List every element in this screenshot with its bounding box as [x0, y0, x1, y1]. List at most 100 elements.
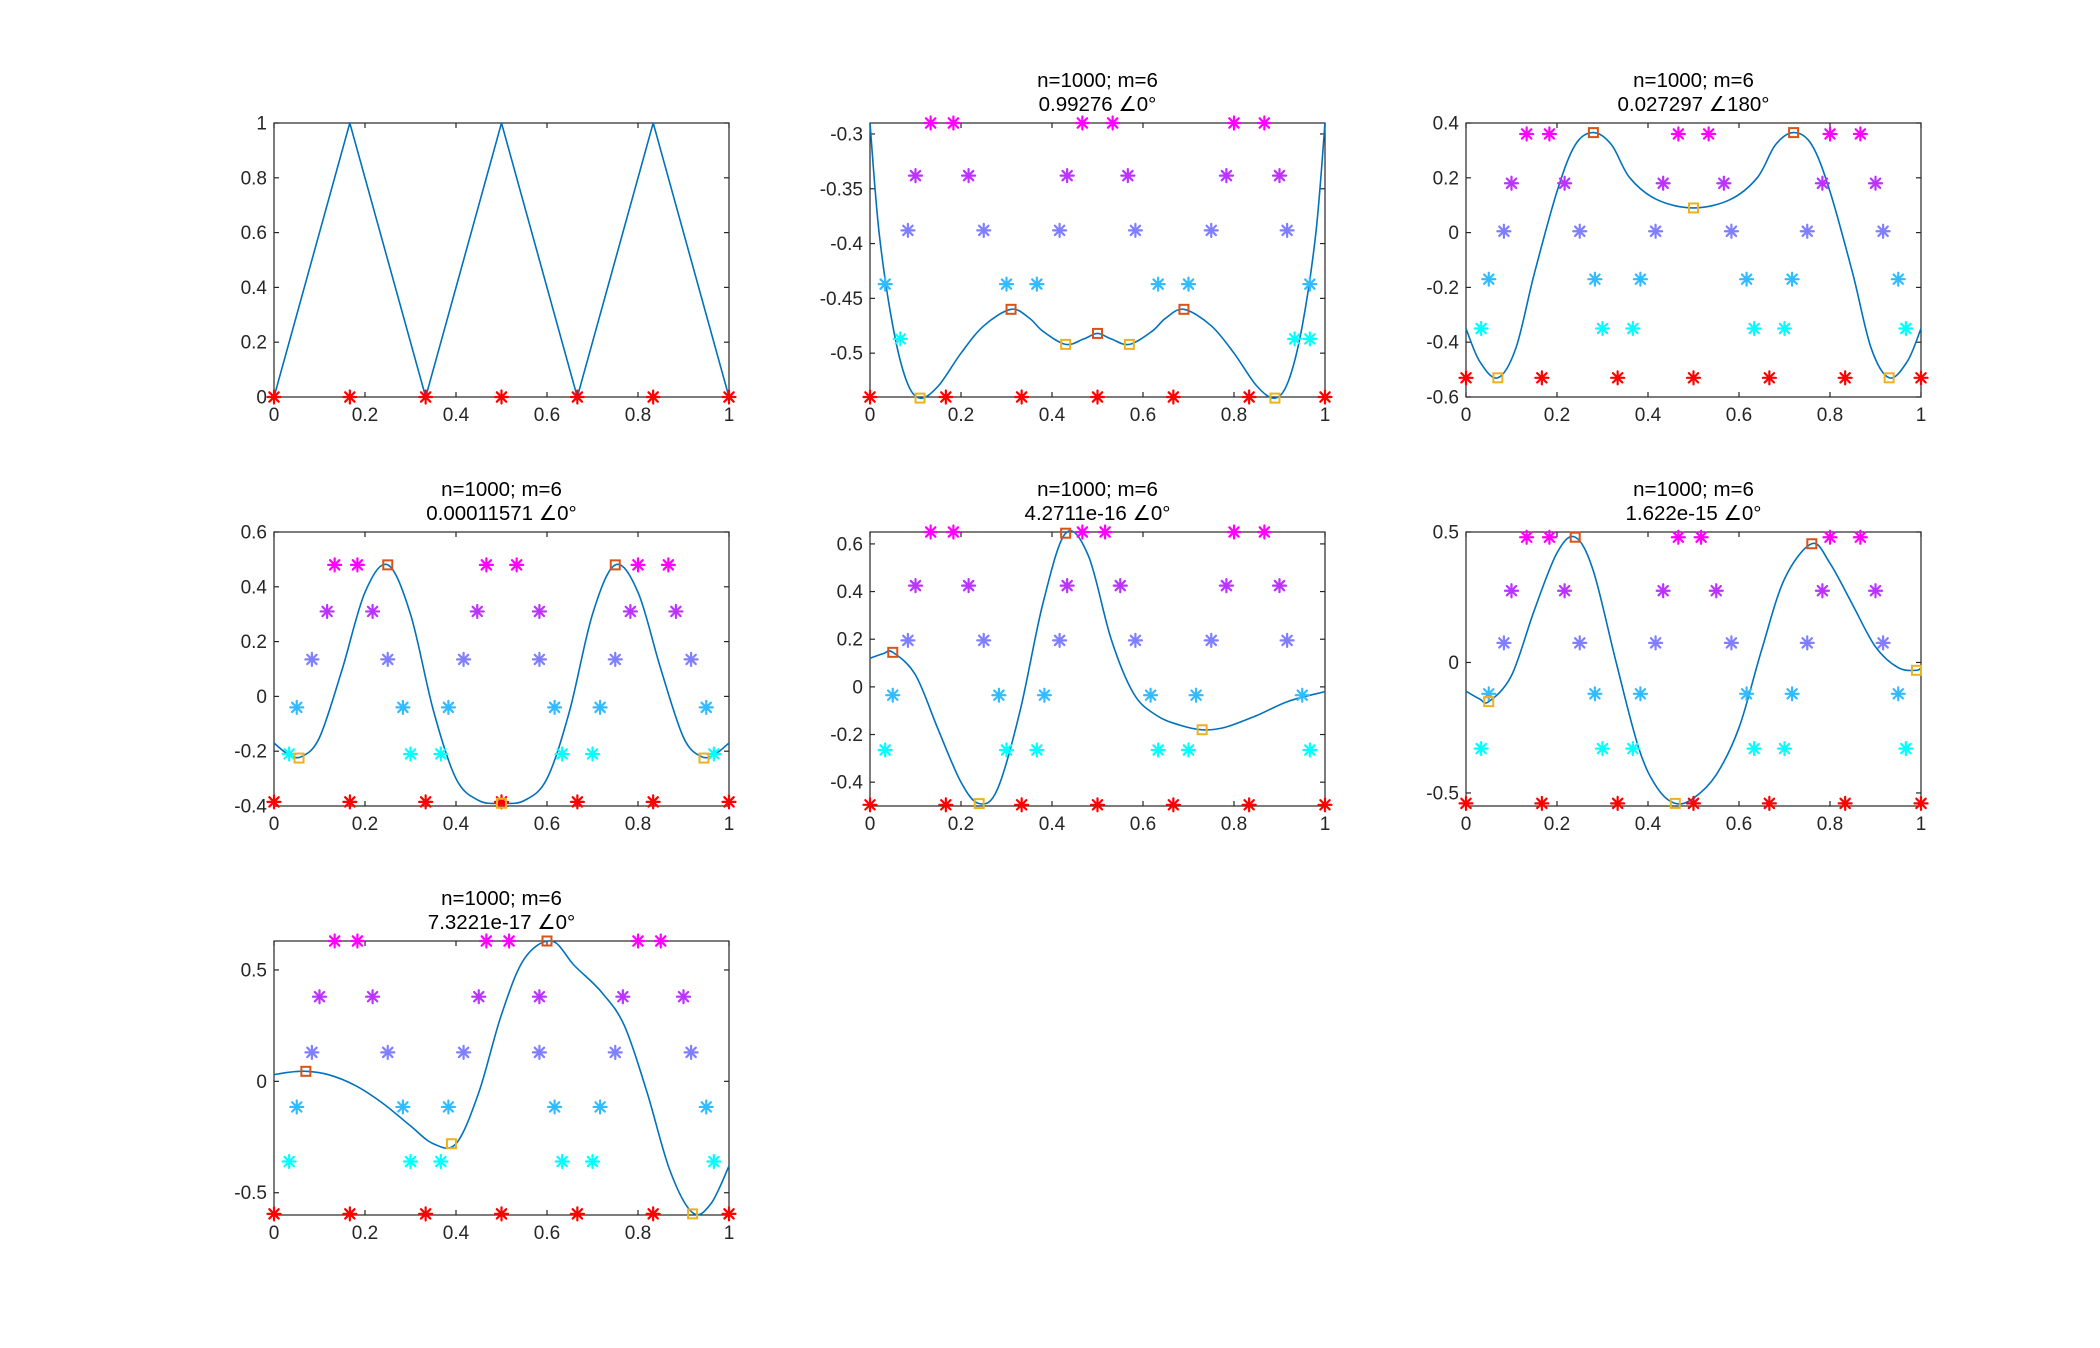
- x-tick-label: 1: [724, 814, 735, 835]
- y-tick-label: 0.6: [241, 523, 267, 544]
- subplot-title: 7.3221e-17 ∠0°: [428, 911, 575, 934]
- y-tick-label: 0.2: [241, 632, 267, 653]
- x-tick-label: 0.6: [1726, 814, 1752, 835]
- x-tick-label: 1: [1916, 405, 1927, 426]
- subplot-title: 4.2711e-16 ∠0°: [1025, 502, 1171, 525]
- subplot-title: n=1000; m=6: [1037, 478, 1158, 501]
- star-marker: [1036, 687, 1053, 703]
- star-marker: [1746, 740, 1762, 757]
- min-marker: [914, 392, 926, 404]
- star-marker: [1317, 797, 1333, 813]
- star-marker: [1822, 126, 1838, 142]
- axes-box: [1465, 122, 1922, 398]
- star-marker: [1473, 740, 1489, 757]
- x-tick-label: 0.2: [948, 405, 974, 426]
- star-marker: [1302, 742, 1318, 758]
- star-marker: [1738, 271, 1755, 287]
- star-marker: [1784, 271, 1800, 287]
- star-marker: [418, 389, 434, 405]
- star-marker: [698, 1099, 714, 1115]
- star-marker: [1051, 222, 1068, 239]
- x-tick-label: 0.2: [352, 405, 378, 426]
- axes-box: [869, 531, 1326, 807]
- star-marker: [1852, 126, 1868, 142]
- star-marker: [1541, 126, 1558, 142]
- star-marker: [1519, 529, 1535, 545]
- star-marker: [1180, 742, 1197, 758]
- star-marker: [327, 557, 343, 573]
- star-marker: [1188, 687, 1204, 703]
- star-marker: [1241, 797, 1257, 813]
- star-marker: [1496, 223, 1512, 239]
- star-marker: [1271, 578, 1288, 594]
- star-marker: [675, 989, 692, 1005]
- y-tick-label: 0: [256, 1072, 267, 1093]
- star-marker: [885, 687, 901, 703]
- star-marker: [1534, 795, 1550, 811]
- star-marker: [342, 1206, 358, 1222]
- star-marker: [1059, 168, 1075, 184]
- subplot-3: 0 0.2 0.4 0.6 0.8 1 -0.6 -0.4 -0.2 0 0.2 0.4 n=1000;…: [1426, 69, 1929, 426]
- star-marker: [433, 746, 449, 762]
- star-marker: [1625, 740, 1641, 757]
- star-marker: [998, 276, 1015, 292]
- star-marker: [531, 651, 548, 668]
- y-tick-label: -0.35: [820, 179, 863, 200]
- star-marker: [945, 115, 962, 131]
- star-marker: [1632, 271, 1649, 287]
- axes-box: [273, 531, 730, 807]
- star-marker: [1898, 320, 1914, 337]
- subplot-5: 0 0.2 0.4 0.6 0.8 1 -0.4 -0.2 0 0.2 0.4 0.6 n=1000; …: [830, 478, 1333, 835]
- x-tick-label: 1: [1320, 814, 1331, 835]
- star-marker: [1203, 222, 1219, 239]
- star-marker: [1279, 222, 1295, 239]
- x-tick-label: 0: [1461, 814, 1472, 835]
- star-marker: [900, 222, 916, 239]
- y-tick-label: -0.5: [830, 344, 863, 365]
- star-marker: [364, 989, 381, 1005]
- star-marker: [1761, 370, 1777, 386]
- star-marker: [1256, 524, 1272, 540]
- y-tick-label: 0.8: [241, 168, 267, 189]
- star-marker: [645, 389, 661, 405]
- x-tick-label: 0.4: [1039, 405, 1066, 426]
- star-marker: [569, 389, 585, 405]
- x-tick-label: 0.4: [443, 1223, 470, 1244]
- y-tick-label: -0.45: [820, 289, 863, 310]
- star-marker: [1890, 271, 1906, 287]
- x-tick-label: 0.4: [443, 814, 470, 835]
- x-tick-label: 0.6: [1726, 405, 1752, 426]
- star-marker: [1218, 168, 1235, 184]
- star-marker: [1014, 389, 1030, 405]
- star-marker: [1693, 529, 1709, 545]
- min-marker: [1910, 664, 1922, 676]
- star-marker: [1867, 175, 1884, 191]
- star-marker: [1503, 583, 1520, 599]
- star-marker: [1822, 529, 1838, 545]
- x-tick-label: 0.6: [534, 1223, 560, 1244]
- star-marker: [1610, 795, 1626, 811]
- x-tick-label: 0.6: [534, 814, 560, 835]
- star-marker: [1913, 795, 1929, 811]
- star-marker: [455, 1044, 472, 1060]
- star-marker: [1127, 632, 1144, 649]
- star-marker: [607, 1044, 623, 1060]
- subplot-title: n=1000; m=6: [1633, 478, 1754, 501]
- max-marker: [609, 559, 621, 571]
- signal-curve: [273, 940, 730, 1216]
- star-marker: [945, 524, 962, 540]
- star-marker: [1014, 797, 1030, 813]
- y-tick-label: -0.5: [1426, 783, 1459, 804]
- star-marker: [289, 1099, 305, 1115]
- y-tick-label: -0.4: [830, 773, 863, 794]
- star-marker: [266, 389, 282, 405]
- min-marker: [1492, 372, 1504, 384]
- star-marker: [1503, 175, 1520, 191]
- x-tick-label: 0.8: [625, 814, 651, 835]
- star-marker: [877, 276, 893, 292]
- star-marker: [1556, 175, 1573, 191]
- star-marker: [1723, 635, 1740, 651]
- x-tick-label: 0.4: [443, 405, 470, 426]
- star-marker: [380, 651, 396, 668]
- star-marker: [923, 115, 939, 131]
